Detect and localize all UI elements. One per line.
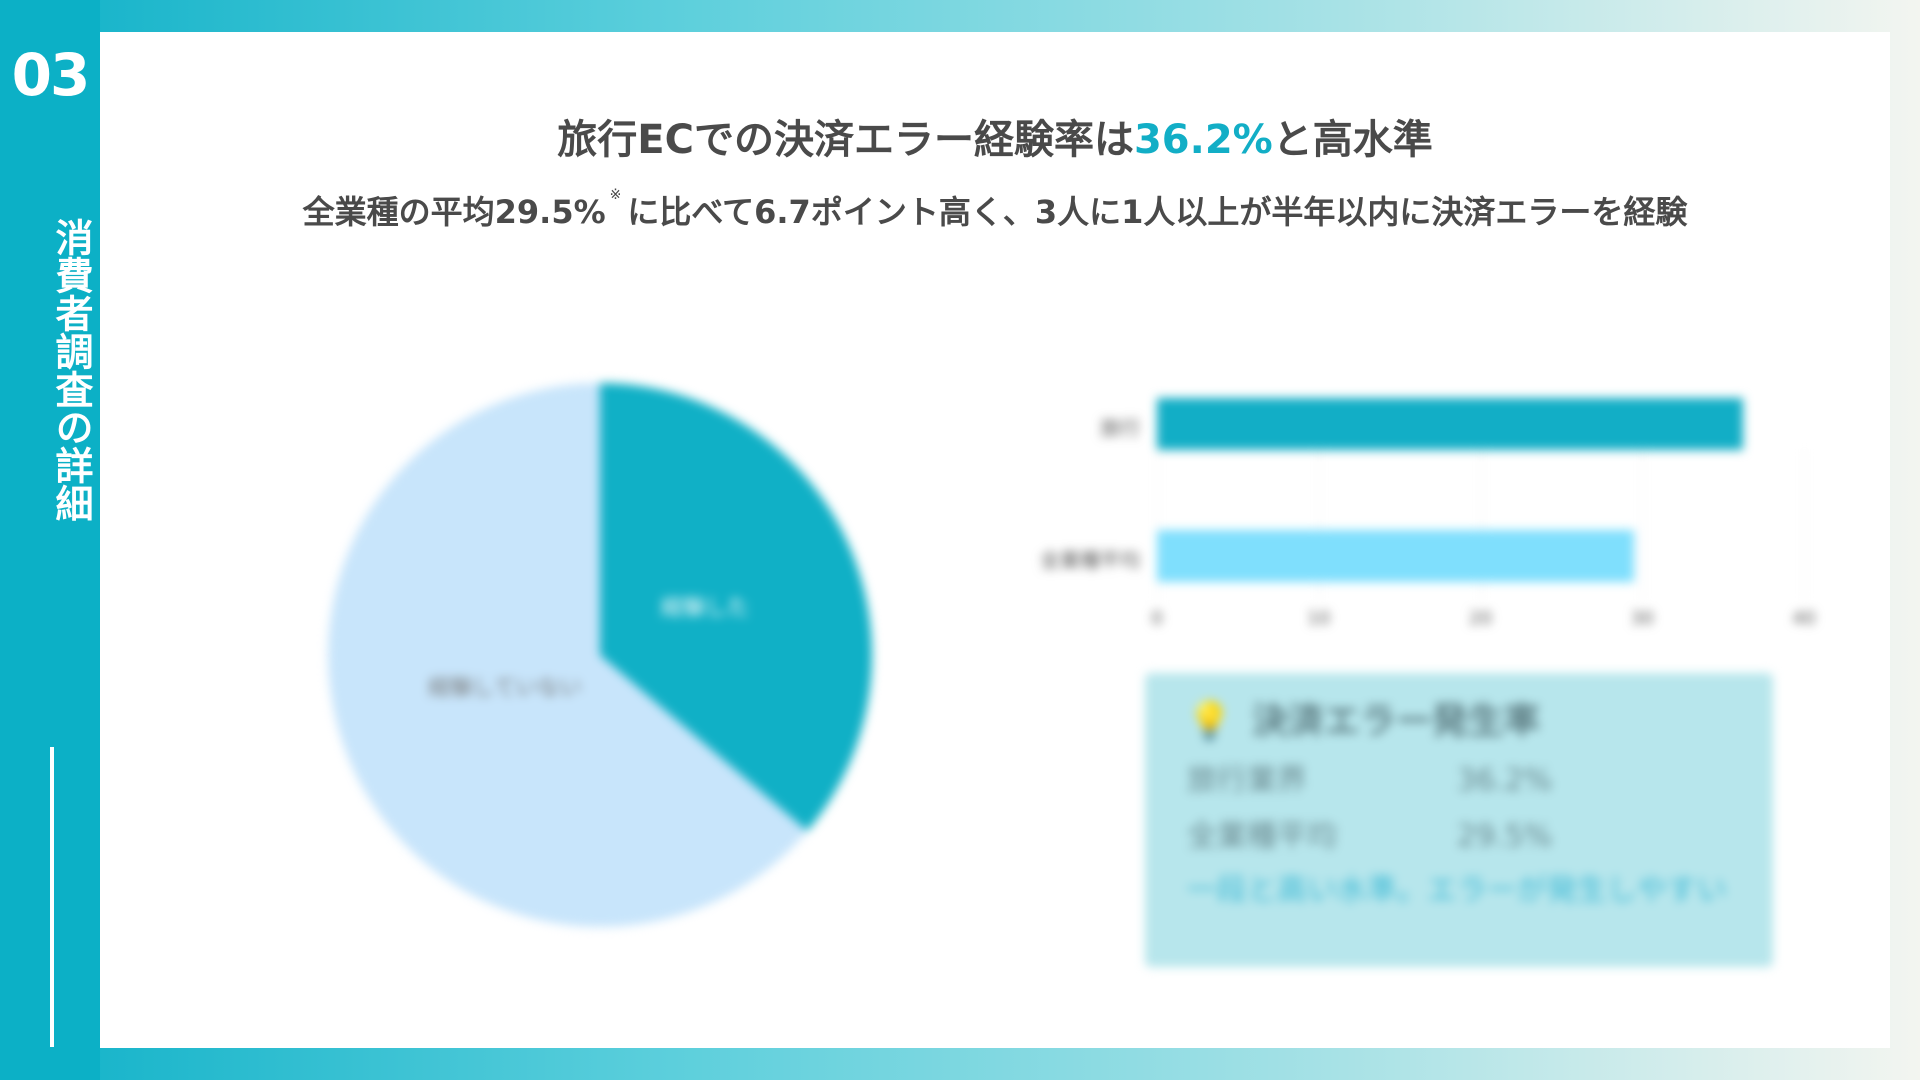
footnote-mark: ※ [609, 187, 622, 203]
sidebar: 03 消費者調査の詳細 [0, 0, 100, 1080]
pie-chart: 経験した 経験していない [328, 383, 872, 927]
callout-row-label: 旅行業界 [1187, 763, 1307, 798]
title-text-end: と高水準 [1272, 117, 1433, 163]
callout-header: 💡 決済エラー発生率 [1187, 699, 1731, 745]
x-tick-label: 20 [1469, 608, 1492, 629]
callout-row-label: 全業種平均 [1187, 819, 1337, 854]
callout-row: 全業種平均 29.5% [1187, 817, 1731, 857]
x-tick-label: 0 [1151, 608, 1163, 629]
section-title: 消費者調査の詳細 [49, 218, 93, 522]
subtitle-text-end: に比べて6.7ポイント高く、3人に1人以上が半年以内に決済エラーを経験 [627, 193, 1688, 231]
grid-line [1157, 450, 1158, 600]
bar-label: 全業種平均 [1040, 548, 1140, 572]
x-tick-label: 40 [1792, 608, 1816, 629]
pie-label-main: 経験した [661, 596, 749, 621]
title-highlight: 36.2% [1133, 117, 1273, 163]
page-subtitle: 全業種の平均29.5% ※ に比べて6.7ポイント高く、3人に1人以上が半年以内に決… [100, 188, 1890, 236]
callout-note: 一段と高い水準。エラーが発生しやすい [1187, 873, 1727, 908]
callout-row: 旅行業界 36.2% [1187, 761, 1731, 801]
bar [1157, 530, 1635, 582]
x-tick-label: 30 [1630, 608, 1654, 629]
divider [50, 747, 54, 1047]
section-number: 03 [11, 41, 91, 109]
grid-line [1318, 450, 1320, 600]
bar [1157, 398, 1743, 450]
callout-row-value: 36.2% [1457, 763, 1553, 798]
bar-chart: 0 10 20 30 40 旅行全業種平均 [1000, 380, 1880, 640]
grid-line [1804, 450, 1805, 600]
grid-line [1642, 450, 1644, 600]
grid-line [1480, 450, 1482, 600]
callout-row-value: 29.5% [1457, 819, 1553, 854]
bar-label: 旅行 [1100, 416, 1140, 440]
pie-slice-main [600, 383, 872, 831]
callout-box: 💡 決済エラー発生率 旅行業界 36.2% 全業種平均 29.5% 一段と高い水準。エ… [1145, 673, 1773, 967]
pie-label-rest: 経験していない [428, 676, 581, 701]
subtitle-text: 全業種の平均29.5% [302, 193, 606, 231]
x-tick-label: 10 [1307, 608, 1331, 629]
title-text: 旅行ECでの決済エラー経験率は [557, 117, 1134, 163]
callout-title: 決済エラー発生率 [1251, 701, 1540, 742]
page-title: 旅行ECでの決済エラー経験率は36.2%と高水準 [100, 114, 1890, 166]
lightbulb-icon: 💡 [1187, 701, 1232, 742]
